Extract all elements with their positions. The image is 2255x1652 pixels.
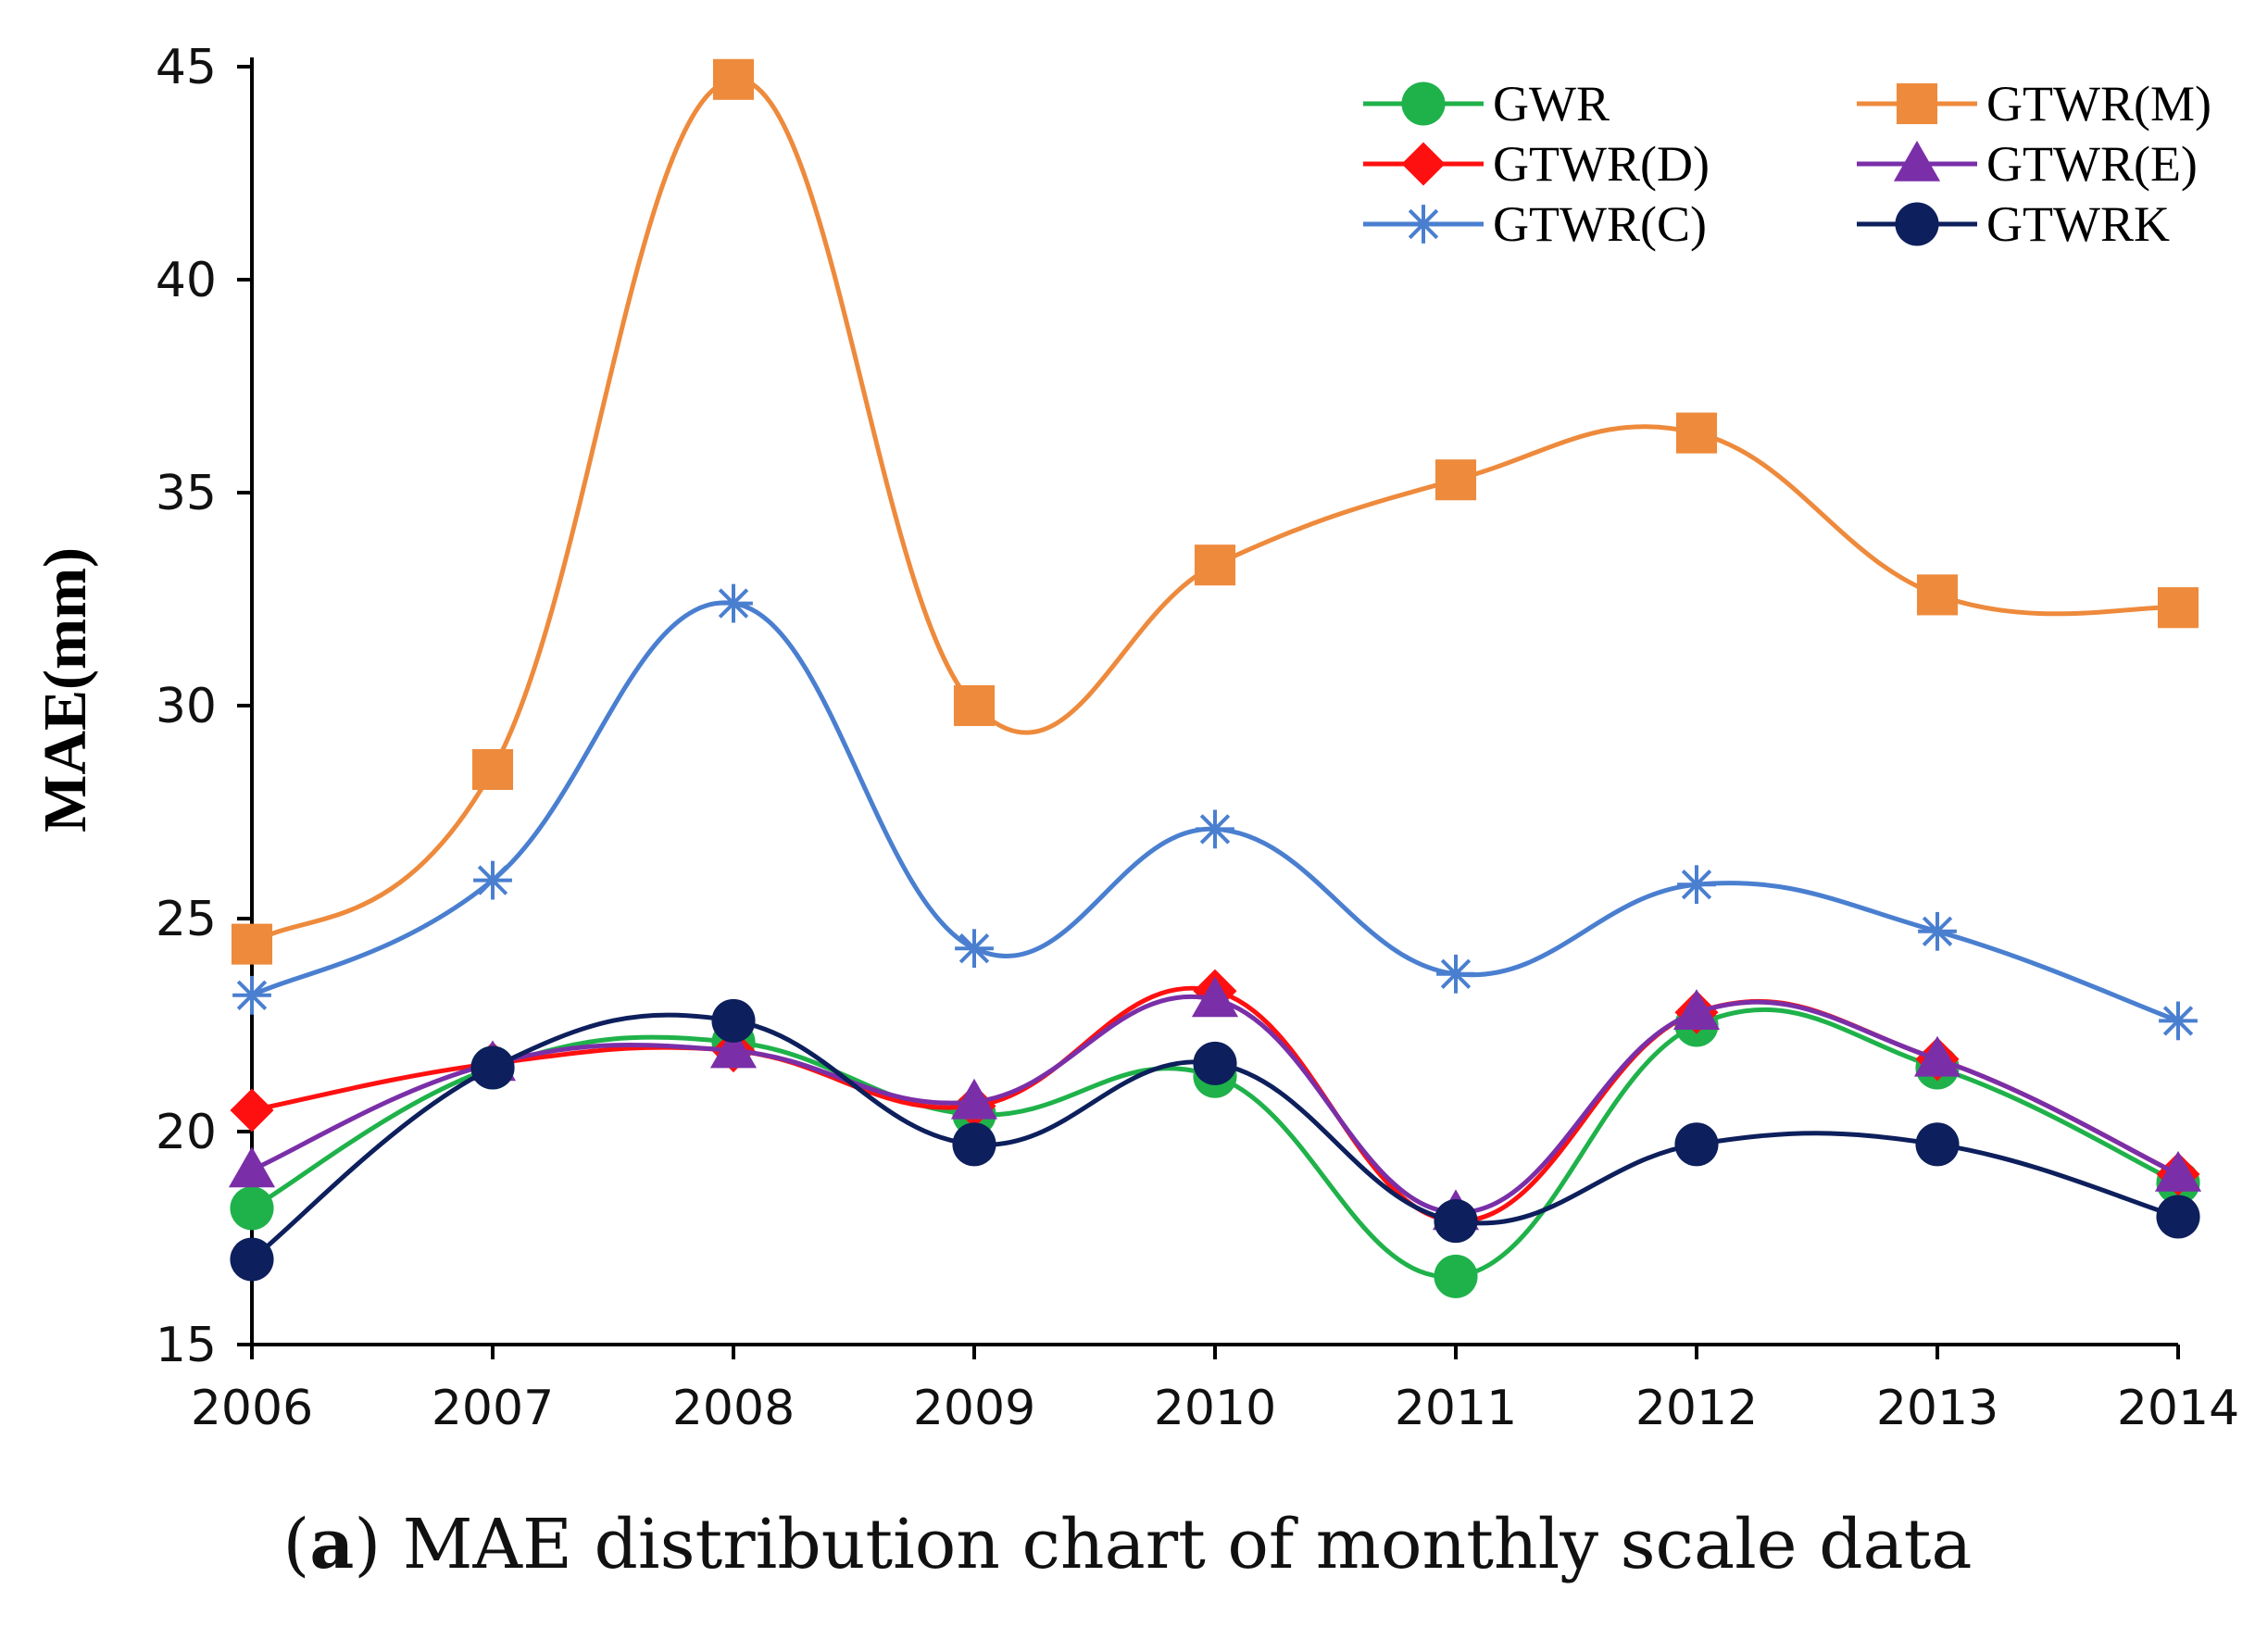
data-point-gtwr-m <box>1675 412 1718 454</box>
legend-item-gtwr-d: GTWR(D) <box>1363 136 1710 192</box>
data-point-gtwr-c <box>714 583 753 623</box>
series-line-gtwr-m <box>250 77 2179 946</box>
data-point-gtwrk <box>1674 1122 1719 1167</box>
data-point-gwr <box>230 1186 274 1231</box>
data-point-gtwr-c <box>232 975 271 1015</box>
data-point-gtwr-c <box>1196 809 1234 849</box>
data-point-gtwrk <box>230 1237 274 1282</box>
legend-item-gtwr-e: GTWR(E) <box>1857 136 2198 192</box>
x-tick-label: 2007 <box>432 1381 554 1436</box>
legend-swatch-marker <box>1401 81 1446 126</box>
x-tick-label: 2009 <box>913 1381 1035 1436</box>
data-point-gtwr-e <box>709 1027 758 1069</box>
asterisk-stroke <box>2162 1006 2194 1036</box>
data-point-gtwr-e <box>1191 976 1239 1018</box>
data-point-gtwr-e <box>2154 1150 2202 1192</box>
x-tick-label: 2014 <box>2117 1381 2239 1436</box>
y-tick-label: 20 <box>156 1105 217 1160</box>
data-point-gtwr-c <box>2159 1001 2198 1041</box>
series-gtwr-m <box>231 58 2199 965</box>
data-point-gtwrk <box>952 1122 996 1167</box>
data-point-gtwr-m <box>1916 574 1959 616</box>
y-tick-label: 35 <box>156 466 217 521</box>
data-point-gtwr-d <box>230 1088 274 1133</box>
data-point-gtwr-m <box>712 58 755 100</box>
y-axis-label: MAE(mm) <box>31 547 99 832</box>
x-tick-label: 2012 <box>1635 1381 1758 1436</box>
legend-swatch-marker <box>1896 82 1938 125</box>
x-tick-label: 2008 <box>672 1381 795 1436</box>
data-point-gtwr-e <box>950 1078 998 1120</box>
x-tick-label: 2006 <box>191 1381 313 1436</box>
data-point-gtwr-e <box>228 1146 276 1188</box>
data-point-gtwrk <box>470 1045 515 1090</box>
data-point-gtwr-m <box>471 748 514 791</box>
legend-item-gtwr-c: GTWR(C) <box>1363 196 1707 252</box>
y-tick-label: 30 <box>156 679 217 734</box>
caption-label: a <box>309 1505 355 1584</box>
data-point-gtwr-e <box>1913 1035 1961 1077</box>
series-layer <box>228 58 2202 1298</box>
asterisk-stroke <box>718 588 749 619</box>
asterisk-stroke <box>1440 958 1472 989</box>
y-tick-label: 40 <box>156 253 217 308</box>
data-point-gtwrk <box>711 998 756 1043</box>
legend-label: GTWR(C) <box>1493 196 1707 252</box>
series-gtwr-c <box>232 583 2198 1041</box>
legend-swatch-marker <box>1404 205 1443 244</box>
series-line-gtwr-c <box>250 600 2179 1023</box>
figure-caption: (a) MAE distribution chart of monthly sc… <box>282 1505 1973 1584</box>
legend-label: GTWR(D) <box>1493 136 1710 192</box>
legend-label: GTWR(M) <box>1986 76 2211 131</box>
data-point-gtwrk <box>1434 1199 1478 1244</box>
asterisk-stroke <box>1199 814 1231 845</box>
data-point-gtwr-m <box>231 923 273 965</box>
data-point-gtwr-c <box>1918 911 1957 951</box>
legend-label: GTWR(E) <box>1986 136 2198 192</box>
x-tick-label: 2013 <box>1876 1381 1998 1436</box>
data-point-gwr <box>1434 1254 1478 1298</box>
asterisk-stroke <box>236 980 268 1010</box>
asterisk-stroke <box>1408 208 1439 240</box>
series-gtwrk <box>230 998 2200 1282</box>
data-point-gtwr-c <box>473 860 512 900</box>
legend-item-gtwr-m: GTWR(M) <box>1857 76 2211 131</box>
y-tick-label: 45 <box>156 40 217 95</box>
y-tick-label: 25 <box>156 892 217 947</box>
data-point-gtwr-m <box>2157 587 2199 629</box>
x-tick-label: 2010 <box>1154 1381 1276 1436</box>
legend: GWR GTWR(M) GTWR(D) GTWR(E) GTWR(C) GTWRK <box>1363 76 2211 252</box>
legend-swatch-marker <box>1895 202 1939 246</box>
legend-item-gtwrk: GTWRK <box>1857 196 2170 252</box>
series-line-gtwr-d <box>251 985 2180 1224</box>
series-gtwr-e <box>228 976 2202 1231</box>
legend-swatch-marker <box>1401 142 1446 186</box>
legend-label: GTWRK <box>1986 196 2170 252</box>
data-point-gtwr-m <box>1434 459 1477 501</box>
asterisk-stroke <box>477 865 508 895</box>
data-point-gtwrk <box>1193 1041 1237 1085</box>
legend-label: GWR <box>1493 76 1610 131</box>
data-point-gtwr-m <box>1194 544 1236 586</box>
caption-text: MAE distribution chart of monthly scale … <box>402 1505 1973 1584</box>
data-point-gtwrk <box>1915 1122 1960 1167</box>
asterisk-stroke <box>1681 870 1712 900</box>
y-tick-label: 15 <box>156 1318 217 1373</box>
data-point-gtwr-c <box>1436 954 1475 994</box>
data-point-gtwr-c <box>955 929 994 969</box>
data-point-gtwr-m <box>953 684 996 727</box>
data-point-gtwr-e <box>1672 989 1721 1031</box>
data-point-gtwrk <box>2156 1195 2200 1239</box>
asterisk-stroke <box>958 933 990 964</box>
legend-item-gwr: GWR <box>1363 76 1610 131</box>
axes: 15 20 25 30 35 40 45 2006 2007 2008 2009 2010 2011 20… <box>156 40 2239 1436</box>
legend-swatch-marker <box>1893 140 1941 181</box>
x-tick-label: 2011 <box>1395 1381 1517 1436</box>
series-line-gtwr-e <box>250 994 2180 1215</box>
asterisk-stroke <box>1922 916 1953 946</box>
series-line-gwr <box>250 1007 2180 1280</box>
data-point-gtwr-c <box>1677 865 1716 905</box>
